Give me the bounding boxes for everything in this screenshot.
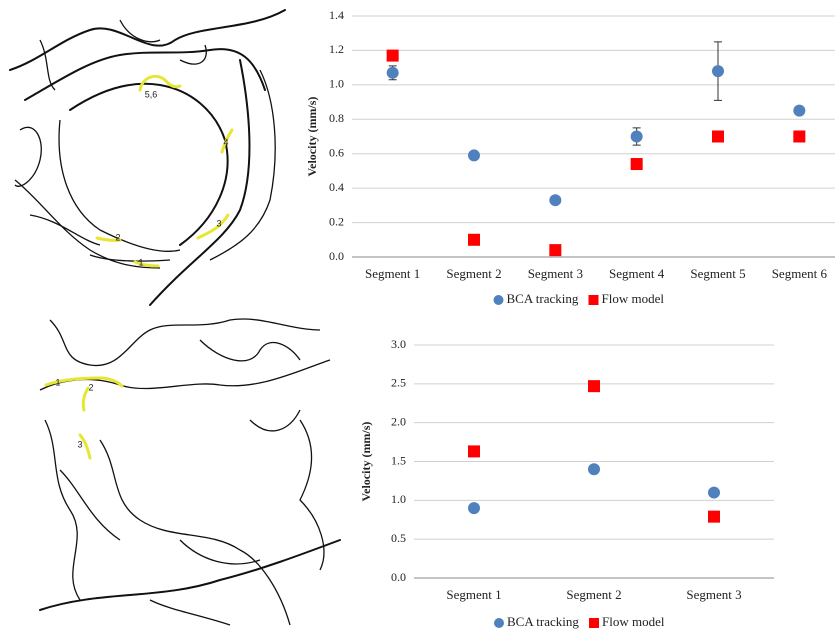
x-tick-label: Segment 1 <box>446 587 501 602</box>
y-tick-label: 1.5 <box>391 453 406 467</box>
y-tick-label: 1.0 <box>329 77 344 91</box>
segment-label: 2 <box>88 382 93 392</box>
marker <box>708 486 720 499</box>
marker <box>630 130 643 143</box>
marker <box>712 130 724 143</box>
segment-label: 3 <box>216 218 221 228</box>
marker <box>630 158 643 171</box>
y-axis-label: Velocity (mm/s) <box>359 422 373 502</box>
marker <box>468 233 480 246</box>
segment-label: 2 <box>115 232 120 242</box>
legend-label: BCA tracking <box>507 614 579 629</box>
y-tick-label: 0.0 <box>329 249 344 263</box>
marker <box>386 49 399 62</box>
y-tick-label: 2.0 <box>391 414 406 428</box>
marker <box>793 130 806 143</box>
marker <box>468 502 480 515</box>
marker <box>708 510 720 523</box>
y-tick-label: 0.2 <box>329 214 344 228</box>
segment-label: 4 <box>223 137 228 147</box>
legend-label: Flow model <box>602 291 665 306</box>
vessel-diagram-bottom: 1 2 3 <box>39 318 341 626</box>
y-axis-label: Velocity (mm/s) <box>305 97 319 177</box>
marker <box>549 244 562 257</box>
marker <box>468 149 480 162</box>
x-tick-label: Segment 3 <box>686 587 741 602</box>
x-tick-label: Segment 2 <box>566 587 621 602</box>
y-tick-label: 0.5 <box>391 531 406 545</box>
x-tick-label: Segment 6 <box>772 266 828 281</box>
y-tick-label: 0.6 <box>329 145 344 159</box>
y-tick-label: 0.0 <box>391 570 406 584</box>
y-tick-label: 0.4 <box>329 180 344 194</box>
legend-marker <box>588 295 599 305</box>
x-tick-label: Segment 4 <box>609 266 665 281</box>
x-tick-label: Segment 2 <box>446 266 501 281</box>
x-tick-label: Segment 5 <box>690 266 745 281</box>
y-tick-label: 3.0 <box>391 337 406 351</box>
segment-label: 5,6 <box>145 89 158 99</box>
marker <box>549 194 562 207</box>
vessel-diagram-top: 5,6 4 3 2 1 <box>9 9 286 306</box>
marker <box>588 463 600 476</box>
legend-label: BCA tracking <box>507 291 579 306</box>
marker <box>793 104 806 117</box>
y-tick-label: 1.0 <box>391 492 406 506</box>
y-tick-label: 0.8 <box>329 111 344 125</box>
legend-marker <box>589 618 599 628</box>
x-tick-label: Segment 3 <box>528 266 583 281</box>
marker <box>712 65 724 78</box>
x-tick-label: Segment 1 <box>365 266 420 281</box>
legend-marker <box>493 295 504 305</box>
segment-label: 1 <box>138 257 143 267</box>
y-tick-label: 2.5 <box>391 376 406 390</box>
legend-label: Flow model <box>602 614 665 629</box>
marker <box>588 380 600 393</box>
segment-label: 1 <box>55 377 60 387</box>
segment-label: 3 <box>77 439 82 449</box>
marker <box>386 66 399 79</box>
y-tick-label: 1.4 <box>329 8 344 22</box>
legend-marker <box>494 618 504 628</box>
y-tick-label: 1.2 <box>329 42 344 56</box>
marker <box>468 445 480 458</box>
